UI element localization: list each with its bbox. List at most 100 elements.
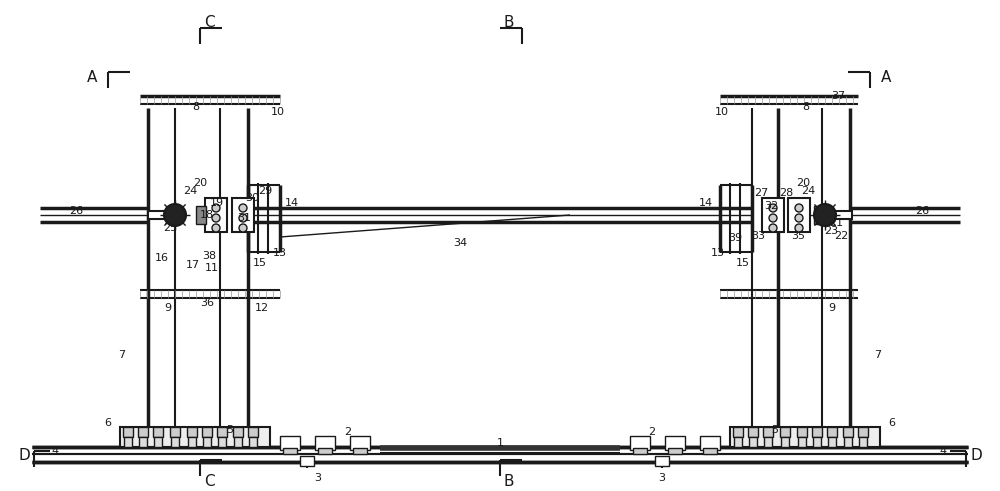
Bar xyxy=(762,198,784,232)
Circle shape xyxy=(164,204,186,226)
Bar xyxy=(280,436,300,450)
Bar xyxy=(249,437,257,447)
Circle shape xyxy=(239,214,247,222)
Bar xyxy=(827,427,837,437)
Text: 34: 34 xyxy=(453,238,467,248)
Text: 16: 16 xyxy=(155,253,169,263)
Bar xyxy=(703,448,717,454)
Circle shape xyxy=(769,214,777,222)
Bar xyxy=(124,437,132,447)
Text: 14: 14 xyxy=(285,198,299,208)
Text: 15: 15 xyxy=(736,258,750,268)
Text: 25: 25 xyxy=(163,223,177,233)
Bar xyxy=(148,211,175,219)
Text: 33: 33 xyxy=(751,231,765,241)
Bar xyxy=(788,198,810,232)
Bar xyxy=(814,206,824,224)
Text: 6: 6 xyxy=(104,418,112,428)
Text: 3: 3 xyxy=(314,473,322,483)
Bar xyxy=(300,456,314,466)
Bar xyxy=(813,437,821,447)
Text: 39: 39 xyxy=(728,233,742,243)
Bar xyxy=(139,437,147,447)
Text: 37: 37 xyxy=(831,91,845,101)
Text: 8: 8 xyxy=(192,102,200,112)
Bar xyxy=(633,448,647,454)
Circle shape xyxy=(795,224,803,232)
Circle shape xyxy=(212,214,220,222)
Bar xyxy=(353,448,367,454)
Text: D: D xyxy=(18,448,30,464)
Text: 35: 35 xyxy=(791,231,805,241)
Text: 30: 30 xyxy=(245,193,259,203)
Text: 24: 24 xyxy=(801,186,815,196)
Bar xyxy=(232,198,254,232)
Bar xyxy=(233,427,243,437)
Circle shape xyxy=(814,204,836,226)
Text: 24: 24 xyxy=(183,186,197,196)
Bar xyxy=(217,427,227,437)
Text: 7: 7 xyxy=(874,350,882,360)
Text: 12: 12 xyxy=(255,303,269,313)
Bar xyxy=(843,427,853,437)
Text: 10: 10 xyxy=(271,107,285,117)
Bar xyxy=(812,427,822,437)
Text: 15: 15 xyxy=(253,258,267,268)
Bar xyxy=(859,437,867,447)
Bar xyxy=(749,437,757,447)
Bar xyxy=(196,206,206,224)
Text: 8: 8 xyxy=(802,102,810,112)
Text: 1: 1 xyxy=(496,438,504,448)
Bar xyxy=(748,427,758,437)
Text: B: B xyxy=(504,15,514,29)
Bar xyxy=(154,437,162,447)
Bar xyxy=(205,198,227,232)
Text: 10: 10 xyxy=(715,107,729,117)
Circle shape xyxy=(769,204,777,212)
Bar xyxy=(730,427,880,447)
Text: 13: 13 xyxy=(711,248,725,258)
Bar xyxy=(828,437,836,447)
Circle shape xyxy=(795,214,803,222)
Circle shape xyxy=(212,224,220,232)
Bar xyxy=(234,437,242,447)
Text: 23: 23 xyxy=(824,226,838,236)
Bar xyxy=(797,427,807,437)
Bar xyxy=(798,437,806,447)
Circle shape xyxy=(769,224,777,232)
Text: 36: 36 xyxy=(200,298,214,308)
Text: 27: 27 xyxy=(754,188,768,198)
Bar xyxy=(318,448,332,454)
Text: 18: 18 xyxy=(200,210,214,220)
Bar xyxy=(630,436,650,450)
Bar xyxy=(315,436,335,450)
Text: D: D xyxy=(970,448,982,464)
Bar xyxy=(350,436,370,450)
Circle shape xyxy=(239,204,247,212)
Bar xyxy=(668,448,682,454)
Bar xyxy=(764,437,772,447)
Text: 22: 22 xyxy=(834,231,848,241)
Text: 31: 31 xyxy=(237,213,251,223)
Text: 2: 2 xyxy=(344,427,352,437)
Text: 38: 38 xyxy=(202,251,216,261)
Text: 14: 14 xyxy=(699,198,713,208)
Text: A: A xyxy=(87,70,97,84)
Text: 9: 9 xyxy=(164,303,172,313)
Text: 20: 20 xyxy=(796,178,810,188)
Text: 26: 26 xyxy=(915,206,929,216)
Bar xyxy=(665,436,685,450)
Bar xyxy=(700,436,720,450)
Text: 29: 29 xyxy=(258,186,272,196)
Bar xyxy=(171,437,179,447)
Bar xyxy=(825,211,852,219)
Text: 2: 2 xyxy=(648,427,656,437)
Bar xyxy=(120,427,270,447)
Bar xyxy=(248,427,258,437)
Text: 6: 6 xyxy=(889,418,896,428)
Bar xyxy=(170,427,180,437)
Bar xyxy=(844,437,852,447)
Text: 20: 20 xyxy=(193,178,207,188)
Bar xyxy=(283,448,297,454)
Text: 13: 13 xyxy=(273,248,287,258)
